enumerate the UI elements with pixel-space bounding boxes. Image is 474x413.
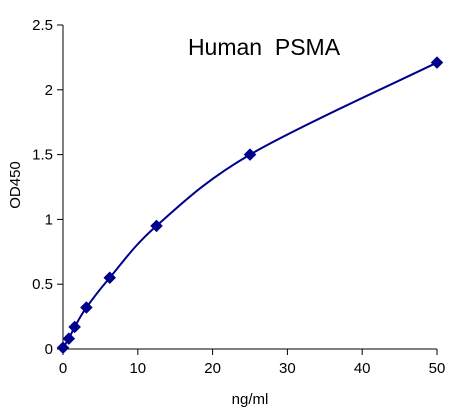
data-point: [68, 320, 82, 334]
data-point: [243, 148, 257, 161]
y-tick-label: 1: [45, 211, 53, 228]
y-tick-label: 2: [45, 82, 53, 99]
axes: [62, 25, 437, 350]
y-tick-label: 0: [45, 341, 53, 358]
data-point: [150, 219, 163, 233]
data-point: [62, 332, 76, 345]
x-tick-label: 0: [59, 360, 67, 377]
y-axis-title: OD450: [7, 161, 24, 209]
y-tick-label: 2.5: [32, 17, 53, 34]
ticks: 0 10 20 30 40 50 0 0.5 1 1.5 2 2.5: [32, 17, 445, 377]
x-tick-label: 10: [129, 360, 146, 377]
series-layer: [56, 56, 444, 355]
x-tick-label: 50: [429, 360, 446, 377]
x-axis-title: ng/ml: [232, 391, 269, 408]
series-line: [62, 61, 438, 349]
y-tick-label: 0.5: [32, 276, 53, 293]
data-point: [80, 301, 93, 314]
data-point: [103, 271, 117, 285]
x-tick-label: 30: [279, 360, 296, 377]
x-tick-label: 40: [354, 360, 371, 377]
y-tick-label: 1.5: [32, 147, 53, 164]
chart-title: Human PSMA: [188, 34, 341, 60]
data-point: [430, 56, 444, 69]
x-tick-label: 20: [204, 360, 221, 377]
data-point: [56, 341, 70, 355]
